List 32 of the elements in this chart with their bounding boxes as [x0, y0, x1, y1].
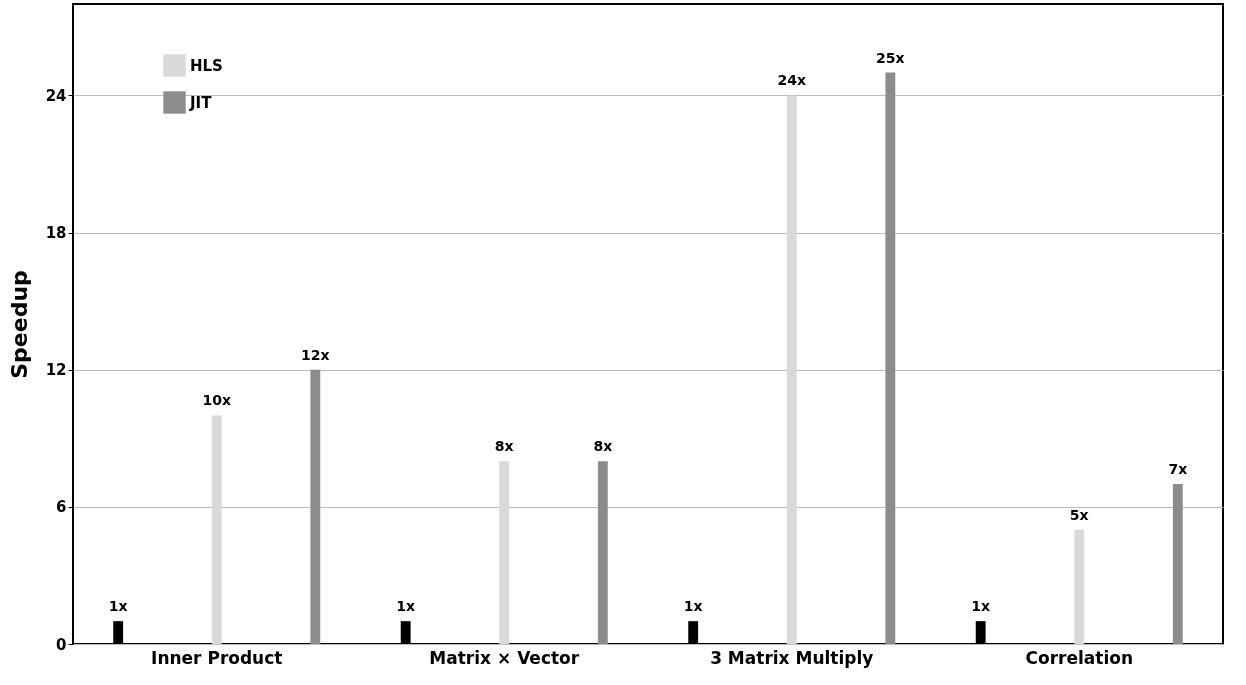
bar — [499, 461, 510, 644]
y-tick-label: 0 — [56, 635, 67, 654]
legend-label: JIT — [189, 93, 213, 112]
data-label: 1x — [396, 598, 416, 615]
y-tick-label: 24 — [45, 86, 67, 105]
data-label: 1x — [683, 598, 703, 615]
bar — [786, 95, 797, 644]
bar — [1172, 484, 1183, 644]
y-tick-label: 18 — [45, 224, 67, 243]
x-tick-label: Correlation — [1025, 647, 1133, 668]
legend-label: HLS — [190, 56, 223, 75]
x-tick-label: Inner Product — [151, 647, 283, 668]
data-label: 1x — [971, 598, 991, 615]
bar — [597, 461, 608, 644]
data-label: 8x — [494, 438, 514, 455]
bar — [211, 415, 222, 644]
bar — [310, 369, 321, 644]
data-label: 5x — [1069, 506, 1089, 523]
data-label: 8x — [593, 438, 613, 455]
y-tick-label: 12 — [45, 361, 67, 380]
data-label: 12x — [301, 346, 330, 363]
y-tick-label: 6 — [56, 498, 67, 517]
x-tick-label: Matrix × Vector — [429, 647, 580, 668]
data-label: 24x — [777, 72, 807, 89]
x-tick-label: 3 Matrix Multiply — [710, 647, 874, 668]
data-label: 7x — [1168, 461, 1188, 477]
data-label: 25x — [876, 49, 905, 66]
data-label: 10x — [202, 392, 232, 409]
y-axis-title: Speedup — [6, 270, 32, 379]
bar — [1074, 529, 1085, 644]
data-label: 1x — [108, 598, 128, 615]
bar — [885, 72, 896, 644]
